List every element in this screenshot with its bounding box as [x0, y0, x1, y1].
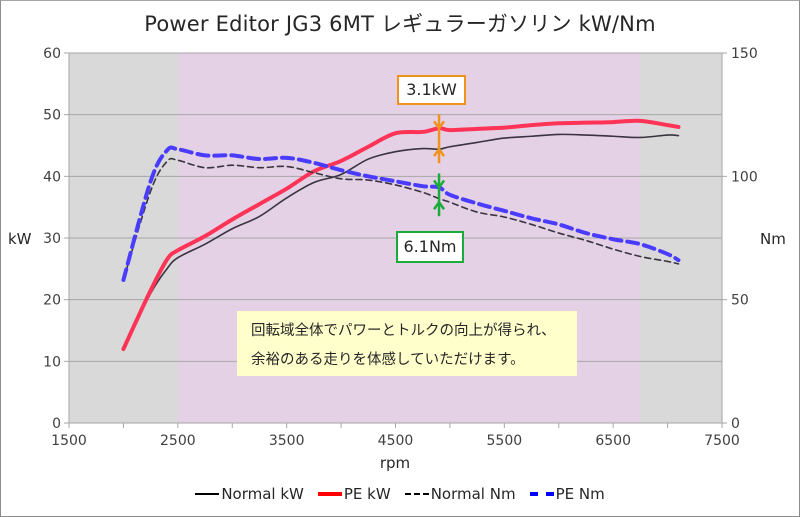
y-left-axis-label: kW — [8, 230, 32, 248]
series-pe-kw — [121, 118, 681, 351]
summary-note: 回転域全体でパワーとトルクの向上が得られ、 余裕のある走りを体感していただけます… — [237, 311, 577, 376]
chart-title: Power Editor JG3 6MT レギュラーガソリン kW/Nm — [144, 12, 656, 36]
note-line-1: 回転域全体でパワーとトルクの向上が得られ、 — [251, 323, 556, 339]
chart-legend: Normal kW PE kW Normal Nm PE Nm — [0, 485, 800, 503]
axis-ticks: 0 10 20 30 40 50 60 0 50 100 150 1500 2500 3500 4500 55… — [43, 46, 758, 449]
x-tick-label: 7500 — [704, 433, 740, 449]
y-left-tick-label: 40 — [43, 169, 61, 185]
x-tick-label: 6500 — [595, 433, 631, 449]
y-right-tick-label: 50 — [731, 293, 749, 309]
legend-normal-nm: Normal Nm — [404, 485, 516, 503]
y-left-tick-label: 60 — [43, 46, 61, 62]
y-left-tick-label: 30 — [43, 231, 61, 247]
solid-dark-line-icon — [195, 493, 220, 495]
x-tick-label: 1500 — [51, 433, 87, 449]
y-left-tick-label: 10 — [43, 354, 61, 370]
x-tick-label: 2500 — [160, 433, 196, 449]
nm-gain-callout: 6.1Nm — [396, 231, 464, 263]
y-left-tick-label: 0 — [52, 416, 61, 432]
legend-normal-kw: Normal kW — [195, 485, 304, 503]
x-tick-label: 5500 — [487, 433, 523, 449]
y-left-tick-label: 20 — [43, 293, 61, 309]
y-right-tick-label: 150 — [731, 46, 758, 62]
gain-arrows — [433, 114, 446, 217]
y-right-tick-label: 100 — [731, 169, 758, 185]
y-right-axis-label: Nm — [760, 230, 786, 248]
series-pe-nm — [121, 145, 681, 282]
legend-pe-kw: PE kW — [317, 485, 391, 503]
solid-red-line-icon — [317, 492, 342, 496]
series-normal-nm — [122, 157, 680, 281]
legend-pe-nm: PE Nm — [529, 485, 605, 503]
x-axis-label: rpm — [380, 454, 410, 472]
y-left-tick-label: 50 — [43, 108, 61, 124]
x-tick-label: 4500 — [378, 433, 414, 449]
kw-gain-callout: 3.1kW — [397, 75, 466, 105]
x-tick-label: 3500 — [269, 433, 305, 449]
note-line-2: 余裕のある走りを体感していただけます。 — [251, 352, 525, 368]
dashed-dark-line-icon — [404, 493, 429, 495]
series-lines — [121, 118, 681, 351]
dashed-blue-line-icon — [529, 492, 554, 496]
y-right-tick-label: 0 — [731, 416, 740, 432]
series-normal-kw — [122, 133, 680, 350]
